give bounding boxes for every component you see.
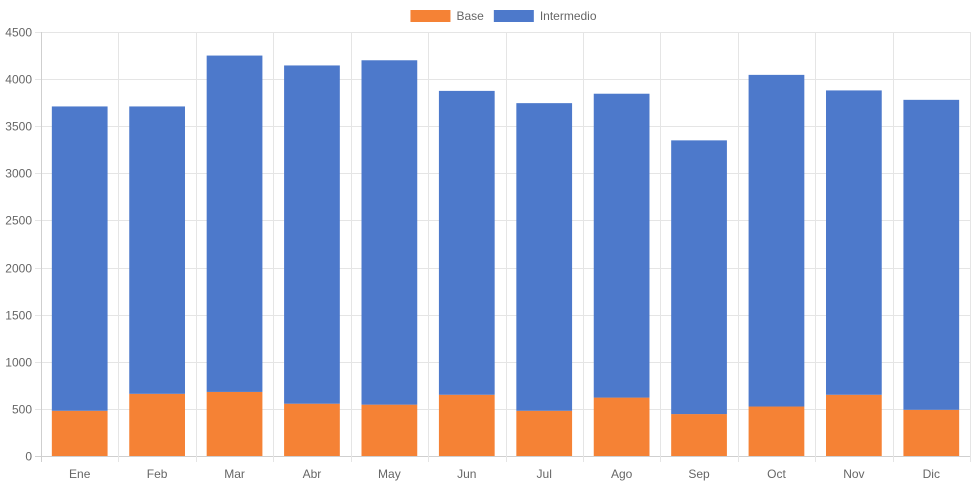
bar-base — [361, 404, 418, 456]
bar-intermedio — [129, 106, 185, 394]
bar-intermedio — [671, 140, 727, 415]
bar-intermedio — [51, 106, 108, 411]
bar-intermedio — [826, 90, 882, 395]
bar-base — [748, 406, 805, 456]
legend-swatch-intermedio — [493, 10, 534, 22]
bar-intermedio — [516, 103, 573, 411]
x-tick-label: Nov — [843, 467, 864, 481]
legend-label-intermedio: Intermedio — [540, 9, 597, 23]
bar-intermedio — [593, 93, 650, 398]
y-tick-label: 0 — [25, 450, 32, 464]
x-tick-label: Jun — [457, 467, 476, 481]
legend-swatch-base — [410, 10, 451, 22]
bars — [51, 55, 960, 456]
y-tick-label: 4500 — [5, 26, 32, 40]
y-tick-label: 2500 — [5, 214, 32, 228]
y-tick-label: 1500 — [5, 309, 32, 323]
y-tick-label: 3000 — [5, 167, 32, 181]
bar-intermedio — [206, 55, 263, 392]
x-tick-label: Oct — [767, 467, 786, 481]
bar-base — [671, 414, 727, 456]
y-axis: 0 500 1000 1500 2000 2500 3000 3500 4000 4500 — [5, 26, 32, 464]
x-tick-label: Ene — [69, 467, 91, 481]
x-tick-label: Mar — [224, 467, 245, 481]
bar-base — [284, 403, 340, 456]
bar-base — [826, 394, 882, 456]
legend-label-base: Base — [456, 9, 484, 23]
bar-base — [516, 410, 573, 456]
bar-base — [129, 393, 185, 456]
bar-base — [593, 397, 650, 456]
bar-intermedio — [903, 99, 960, 410]
bar-intermedio — [748, 74, 805, 407]
y-tick-label: 2000 — [5, 262, 32, 276]
y-tick-label: 4000 — [5, 73, 32, 87]
bar-base — [903, 409, 960, 456]
bar-base — [51, 410, 108, 456]
x-tick-label: Jul — [537, 467, 552, 481]
bar-intermedio — [361, 60, 418, 405]
x-axis: Ene Feb Mar Abr May Jun Jul Ago Sep Oct Nov Dic — [69, 467, 940, 481]
y-tick-label: 1000 — [5, 356, 32, 370]
x-tick-label: Abr — [303, 467, 322, 481]
x-tick-label: Feb — [147, 467, 168, 481]
x-tick-label: Dic — [923, 467, 940, 481]
bar-intermedio — [438, 90, 495, 395]
bar-base — [206, 391, 263, 456]
x-tick-label: Sep — [688, 467, 710, 481]
legend: Base Intermedio — [410, 9, 597, 23]
bar-base — [438, 394, 495, 456]
x-tick-label: May — [378, 467, 401, 481]
y-tick-label: 500 — [12, 403, 32, 417]
bar-intermedio — [284, 65, 340, 404]
y-tick-label: 3500 — [5, 120, 32, 134]
x-tick-label: Ago — [611, 467, 633, 481]
